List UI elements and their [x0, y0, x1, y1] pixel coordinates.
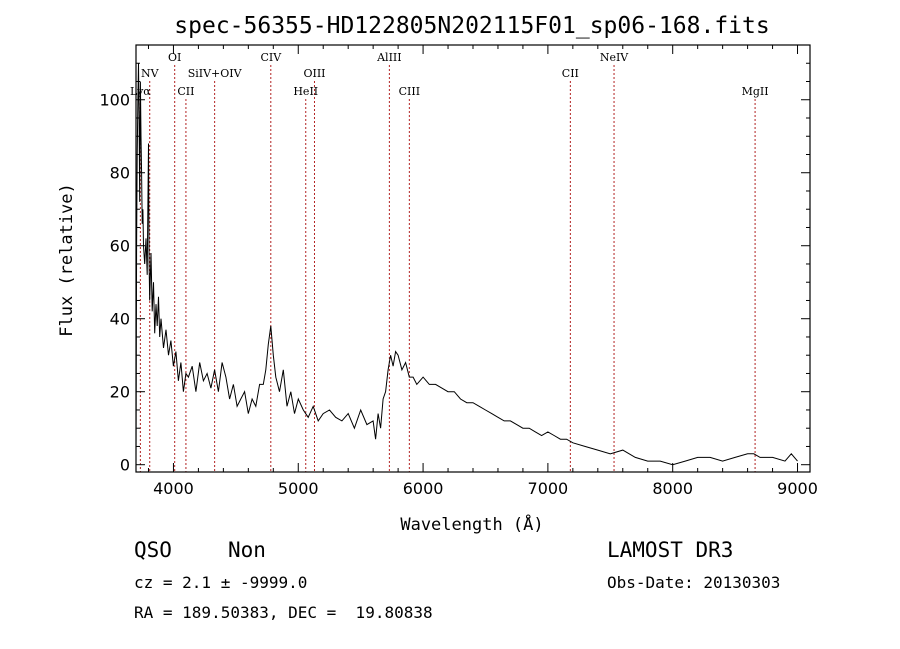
observation-date: Obs-Date: 20130303 — [607, 573, 781, 592]
emission-line-label: CIII — [399, 85, 420, 98]
y-tick-label: 80 — [110, 164, 130, 183]
x-tick-label: 8000 — [652, 479, 693, 498]
emission-line-markers — [139, 65, 756, 472]
y-axis-ticks: 0 20 40 60 80 100 — [99, 62, 810, 475]
x-axis-label: Wavelength (Å) — [400, 513, 543, 535]
ra-dec: RA = 189.50383, DEC = 19.80838 — [134, 603, 433, 622]
x-tick-label: 6000 — [403, 479, 444, 498]
y-tick-label: 100 — [99, 91, 130, 110]
emission-line-label: OIII — [303, 67, 325, 80]
object-subclass: Non — [228, 538, 266, 562]
emission-line-label: CIV — [260, 51, 282, 64]
x-tick-label: 7000 — [528, 479, 569, 498]
survey-name: LAMOST DR3 — [607, 538, 734, 562]
emission-line-label: CII — [562, 67, 579, 80]
emission-line-label: MgII — [742, 85, 769, 98]
emission-line-label: SiIV+OIV — [188, 67, 243, 80]
x-tick-label: 5000 — [278, 479, 319, 498]
emission-line-label: NeIV — [600, 51, 629, 64]
y-tick-label: 0 — [120, 456, 130, 475]
y-tick-label: 40 — [110, 310, 130, 329]
redshift-cz: cz = 2.1 ± -9999.0 — [134, 573, 308, 592]
plot-frame — [135, 44, 811, 473]
spectrum-line — [135, 63, 798, 466]
emission-line-label: CII — [177, 85, 194, 98]
emission-line-label: NV — [141, 67, 160, 80]
x-axis-ticks: 4000 5000 6000 7000 8000 9000 — [147, 45, 818, 498]
emission-line-label: HeII — [293, 85, 318, 98]
emission-line-label: OI — [168, 51, 181, 64]
y-tick-label: 20 — [110, 383, 130, 402]
emission-line-labels: LyαNVOICIISiIV+OIVCIVHeIIOIIIAlIIICIIICI… — [130, 51, 769, 98]
y-axis-label: Flux (relative) — [57, 183, 77, 337]
y-tick-label: 60 — [110, 237, 130, 256]
chart-title: spec-56355-HD122805N202115F01_sp06-168.f… — [174, 13, 769, 39]
emission-line-label: AlIII — [376, 51, 402, 64]
x-tick-label: 4000 — [153, 479, 194, 498]
x-tick-label: 9000 — [777, 479, 818, 498]
object-class: QSO — [134, 538, 172, 562]
